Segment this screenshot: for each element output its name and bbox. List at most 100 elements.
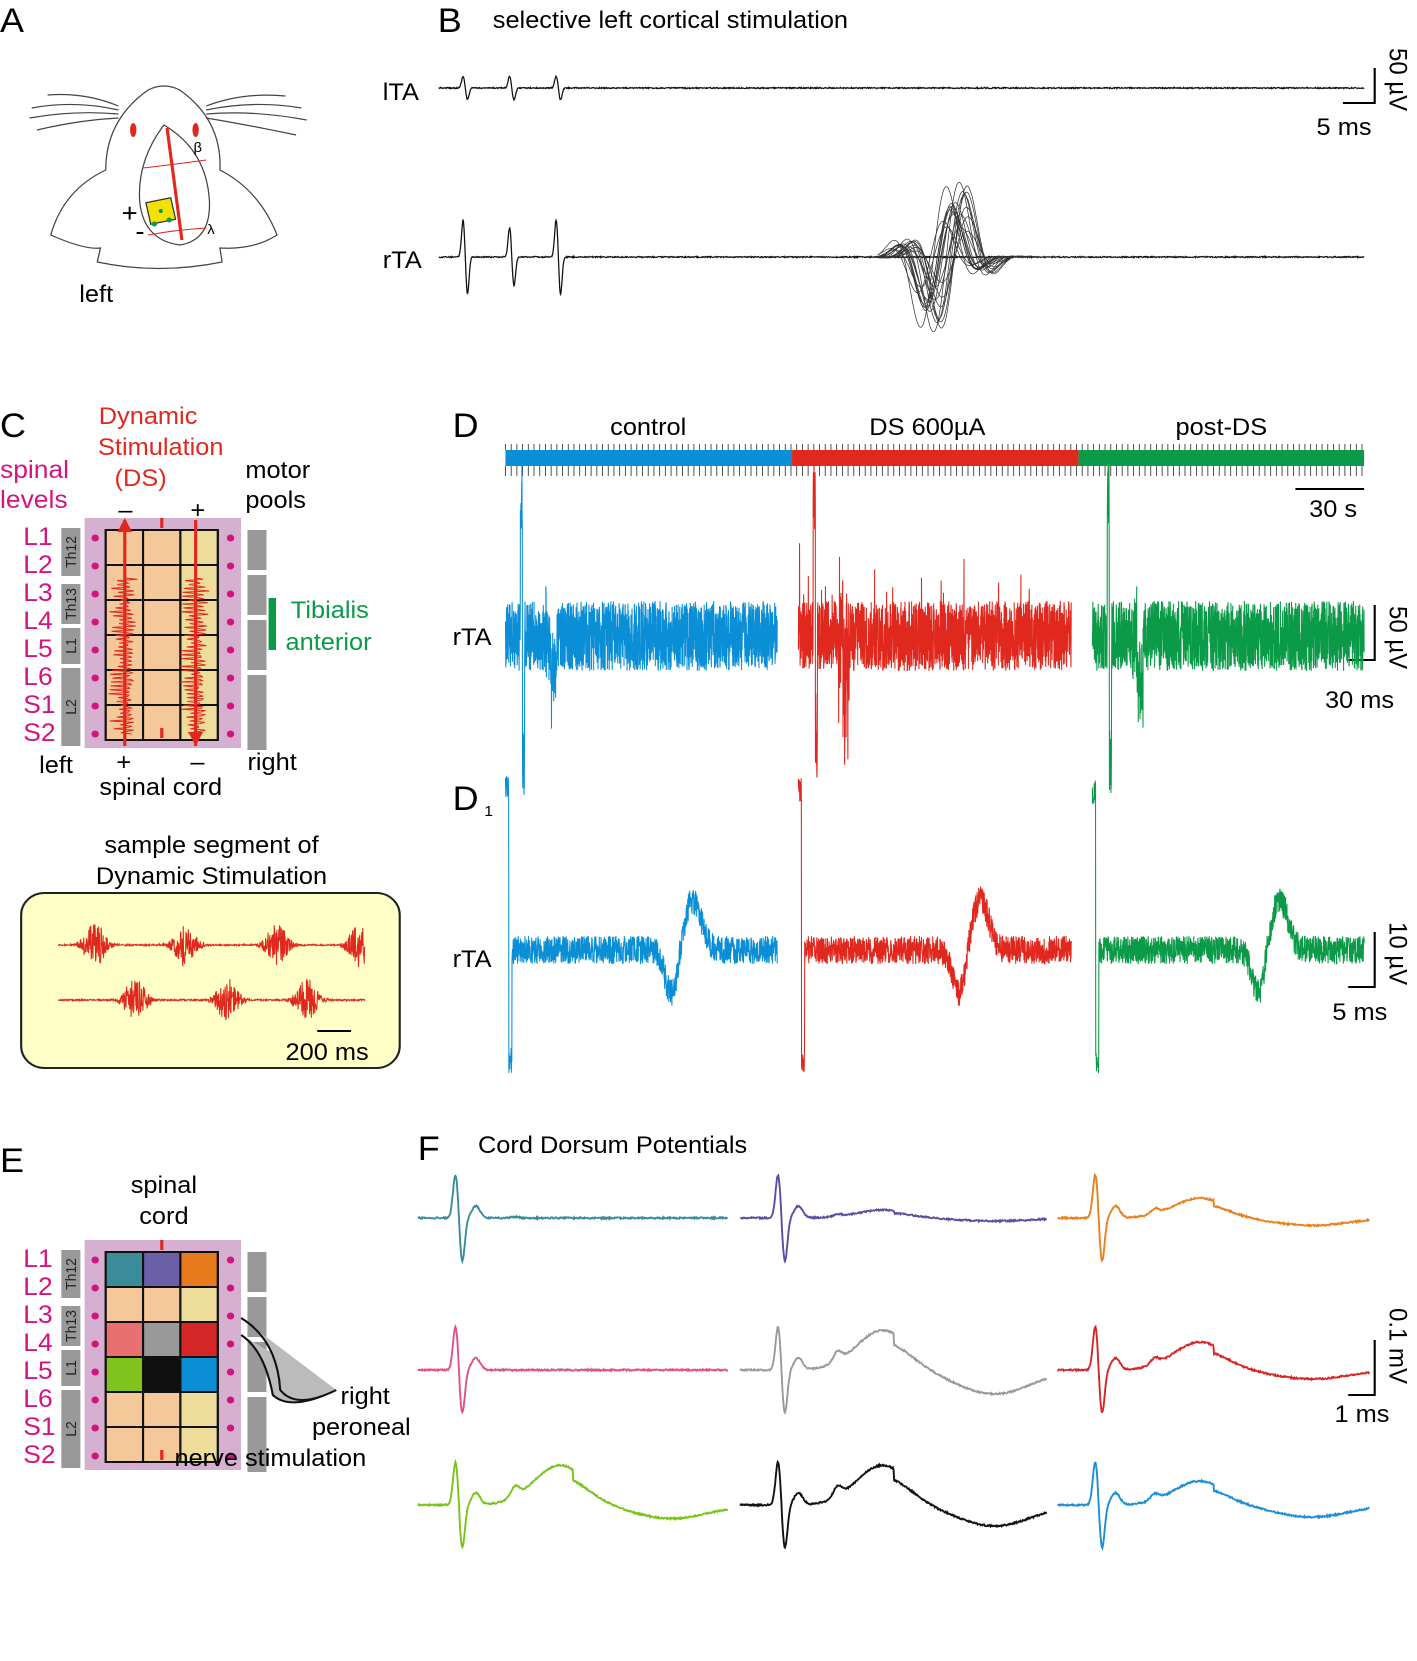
root-dot	[226, 618, 235, 626]
nerve-label: peroneal	[312, 1415, 411, 1441]
epoch-label: post-DS	[1176, 415, 1268, 441]
scale-label: 10 µV	[1383, 922, 1411, 986]
scale-label: 50 µV	[1383, 48, 1411, 112]
grid-cell	[179, 669, 219, 706]
ds-arrow	[117, 518, 133, 532]
vertebra-label: Th13	[64, 588, 80, 620]
nerve-label: right	[341, 1384, 390, 1410]
trace	[438, 218, 1365, 297]
level-label: S1	[23, 692, 55, 719]
trace	[504, 464, 778, 795]
cord-label: spinal cord	[99, 775, 222, 801]
root-dot	[226, 1396, 235, 1404]
vertebra-label: Th12	[64, 536, 80, 568]
level-label: L5	[23, 636, 52, 663]
epoch-bar	[505, 450, 793, 466]
root-dot	[91, 562, 99, 570]
grid-cell	[104, 1251, 145, 1288]
root-dot	[91, 1340, 99, 1348]
vertebra	[61, 1350, 81, 1386]
panel-letter: D	[453, 407, 479, 445]
level-label: L4	[23, 608, 52, 635]
root-dot	[91, 1368, 99, 1376]
vertebra-label: Th13	[64, 1310, 80, 1342]
trace	[877, 203, 1058, 311]
trace	[1056, 1461, 1371, 1551]
root-dot	[91, 1424, 99, 1432]
vertebra	[61, 1306, 81, 1346]
trace	[1057, 1172, 1370, 1263]
root-dot	[226, 1368, 235, 1376]
minus-sign: -	[135, 217, 144, 246]
root-dot	[91, 1452, 99, 1460]
pools-heading: motor	[245, 458, 310, 484]
side-label: left	[39, 753, 73, 779]
pools-heading: pools	[245, 488, 306, 514]
polarity: +	[190, 498, 205, 524]
ds-arrow	[188, 732, 204, 746]
root-dot	[91, 730, 99, 738]
grid-cell	[179, 1391, 219, 1428]
trace	[504, 776, 778, 1073]
vertebra	[61, 628, 81, 664]
trace	[417, 1323, 729, 1415]
trace	[739, 1173, 1047, 1265]
trace	[797, 464, 1072, 778]
level-label: L4	[23, 1330, 52, 1357]
root-dot	[91, 618, 99, 626]
panel-letter: B	[438, 2, 462, 40]
root-dot	[91, 590, 99, 598]
trace	[57, 924, 366, 968]
ds-label: (DS)	[115, 466, 167, 492]
vertebra-label: L2	[64, 1421, 80, 1437]
scale-label: 50 µV	[1383, 606, 1411, 670]
grid-cell	[142, 1251, 182, 1288]
grid-cell	[142, 669, 182, 706]
muscle-label: anterior	[286, 630, 372, 656]
muscle-label: Tibialis	[291, 598, 369, 624]
grid-cell	[179, 1321, 219, 1358]
vertebra	[61, 584, 81, 624]
ds-signal	[179, 577, 210, 735]
muscle-bar	[268, 598, 276, 650]
root-dot	[226, 1312, 235, 1320]
grid-cell	[142, 1286, 182, 1323]
vertebra-label: Th12	[64, 1258, 80, 1290]
cord-label: spinal	[131, 1173, 197, 1199]
bregma: β	[194, 140, 203, 156]
epoch-label: DS 600µA	[869, 415, 986, 441]
level-label: L6	[23, 1386, 52, 1413]
polarity: –	[190, 750, 204, 776]
trace	[438, 74, 1365, 102]
trace	[739, 1325, 1048, 1416]
grid-cell	[179, 1286, 219, 1323]
motor-pool	[247, 1397, 267, 1472]
motor-pool	[247, 1252, 267, 1292]
trace	[1091, 780, 1365, 1074]
cord-label: cord	[139, 1204, 188, 1230]
levels-heading: levels	[0, 487, 68, 514]
grid-cell	[104, 1321, 145, 1358]
plus-sign: +	[122, 199, 138, 228]
root-dot	[226, 1284, 235, 1292]
grid-cell	[104, 1286, 145, 1323]
root-dot	[91, 1284, 99, 1292]
panel-letter: C	[0, 407, 26, 445]
root-dot	[226, 702, 235, 710]
grid-cell	[104, 1426, 145, 1463]
vertebra	[61, 1250, 81, 1298]
root-dot	[226, 1340, 235, 1348]
level-label: L2	[23, 1274, 52, 1301]
panel-letter: F	[418, 1130, 440, 1168]
panel-title: selective left cortical stimulation	[493, 8, 848, 34]
panel-letter: D	[453, 780, 479, 818]
epoch-bar	[1078, 450, 1365, 466]
grid-cell	[179, 1356, 219, 1393]
root-dot	[226, 534, 235, 542]
grid-cell	[104, 1391, 145, 1428]
root-dot	[91, 1256, 99, 1264]
scale-label: 30 ms	[1325, 688, 1394, 714]
trace	[417, 1458, 729, 1550]
scale-bar	[1348, 1340, 1376, 1396]
